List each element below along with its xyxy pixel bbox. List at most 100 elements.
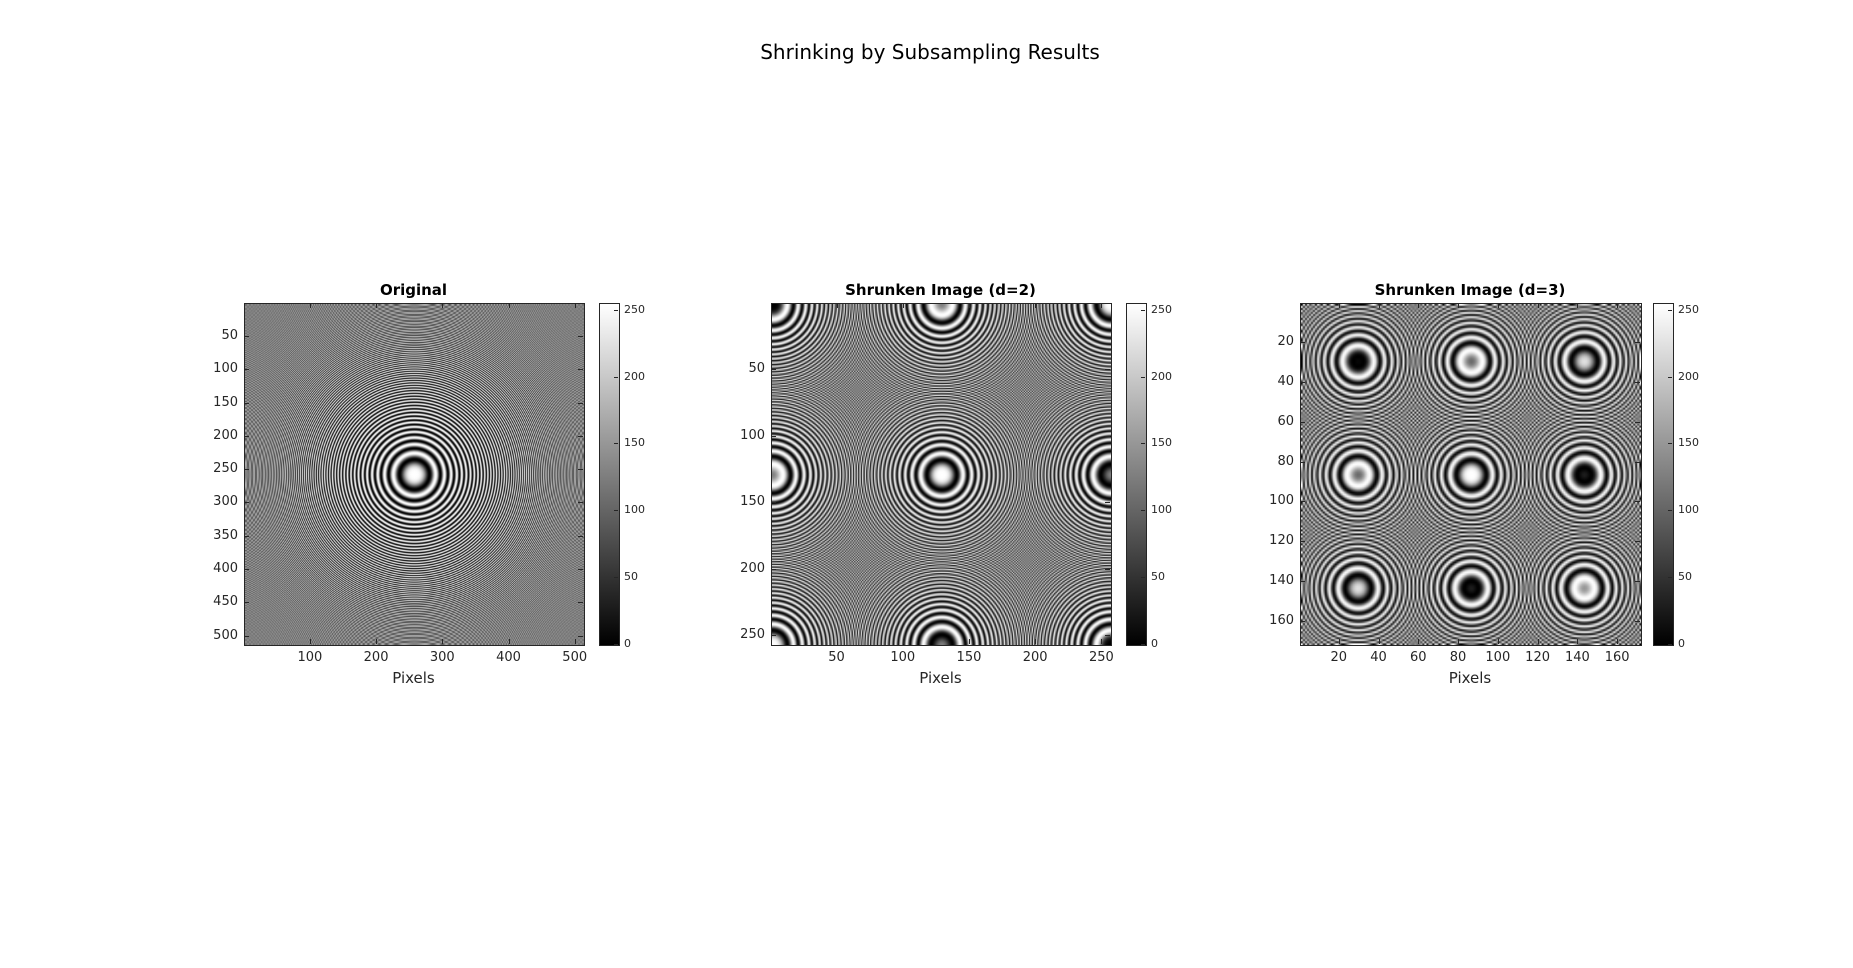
panel-3-xtick-mark-top [1338, 303, 1340, 308]
panel-2-ytick-mark [771, 568, 776, 570]
panel-2-ytick-mark-right [1105, 635, 1110, 637]
panel-1-ytick-mark [244, 435, 249, 437]
figure-title: Shrinking by Subsampling Results [760, 40, 1100, 64]
panel-3-image [1300, 303, 1642, 646]
panel-1-colorbar-tick-mark [614, 443, 618, 445]
panel-1-ytick-mark [244, 335, 249, 337]
panel-1-xtick-label: 500 [562, 650, 588, 665]
panel-1-ytick-label: 400 [213, 561, 238, 577]
panel-2-ytick-mark [771, 368, 776, 370]
panel-3-colorbar-tick-label: 250 [1678, 302, 1699, 316]
panel-3-ytick-mark-right [1635, 421, 1640, 423]
panel-1-colorbar-tick-mark [614, 510, 618, 512]
panel-3-zone-plate-canvas [1301, 304, 1641, 645]
panel-2-image [771, 303, 1112, 646]
panel-1-xtick-mark-top [309, 303, 311, 308]
panel-3-ytick-mark-right [1635, 461, 1640, 463]
panel-1-ytick-mark-right [578, 635, 583, 637]
panel-1-ytick-mark [244, 535, 249, 537]
panel-1-colorbar-tick-label: 200 [624, 369, 645, 383]
panel-2-xtick-mark [902, 639, 904, 644]
panel-1-ytick-mark [244, 635, 249, 637]
panel-3-ytick-mark [1300, 541, 1305, 543]
panel-2-xtick-mark [1101, 639, 1103, 644]
panel-3-ytick-mark-right [1635, 501, 1640, 503]
panel-1-xtick-mark [442, 639, 444, 644]
panel-1-colorbar-tick-label: 150 [624, 436, 645, 450]
panel-3-xtick-mark-top [1537, 303, 1539, 308]
panel-3-colorbar-tick-mark [1668, 376, 1672, 378]
panel-3-colorbar-tick-mark [1668, 309, 1672, 311]
panel-3-ytick-label: 60 [1277, 413, 1294, 429]
panel-3-xtick-mark [1537, 639, 1539, 644]
panel-3-xlabel: Pixels [1448, 669, 1492, 687]
panel-1-image [244, 303, 585, 646]
panel-2-xtick-mark [1035, 639, 1037, 644]
panel-3-title: Shrunken Image (d=3) [1374, 281, 1566, 299]
panel-1-ytick-label: 500 [213, 627, 238, 643]
panel-2-xtick-mark-top [1035, 303, 1037, 308]
panel-2-ytick-label: 250 [740, 627, 765, 643]
panel-3-xtick-mark-top [1418, 303, 1420, 308]
panel-1-xtick-label: 400 [496, 650, 521, 665]
panel-3-xtick-mark [1418, 639, 1420, 644]
panel-2-colorbar-tick-label: 150 [1151, 436, 1172, 450]
panel-1-xtick-mark-top [508, 303, 510, 308]
panel-3-xtick-mark [1497, 639, 1499, 644]
panel-1-ytick-label: 150 [213, 394, 238, 410]
panel-2-colorbar-tick-mark [1141, 510, 1145, 512]
panel-1-ytick-mark-right [578, 502, 583, 504]
panel-3-xtick-label: 80 [1449, 650, 1467, 665]
panel-2-colorbar-tick-label: 250 [1151, 302, 1172, 316]
panel-3-xtick-mark [1378, 639, 1380, 644]
panel-3-ytick-mark-right [1635, 541, 1640, 543]
panel-2-ytick-mark-right [1105, 502, 1110, 504]
panel-3-xtick-label: 40 [1370, 650, 1387, 665]
panel-3-colorbar-tick-mark [1668, 443, 1672, 445]
panel-2-xtick-mark-top [836, 303, 838, 308]
panel-2-xtick-mark-top [902, 303, 904, 308]
panel-3-xtick-label: 60 [1410, 650, 1427, 665]
panel-1-xtick-label: 100 [297, 650, 323, 665]
panel-3-ytick-mark [1300, 381, 1305, 383]
panel-2-ytick-mark [771, 435, 776, 437]
panel-3-xtick-label: 100 [1485, 650, 1511, 665]
panel-3-xtick-mark-top [1378, 303, 1380, 308]
panel-2-colorbar-tick-label: 0 [1151, 637, 1158, 650]
panel-1-colorbar-tick-label: 50 [624, 570, 638, 584]
panel-1-ytick-label: 200 [213, 427, 238, 443]
panel-2-xtick-label: 150 [956, 650, 982, 665]
panel-2-xtick-label: 50 [828, 650, 845, 665]
panel-1-xtick-mark-top [574, 303, 576, 308]
panel-3-colorbar-tick-label: 100 [1678, 503, 1699, 517]
panel-3-colorbar-tick-label: 50 [1678, 570, 1692, 584]
panel-2-ytick-mark [771, 502, 776, 504]
panel-3-xtick-mark-top [1617, 303, 1619, 308]
panel-3-colorbar-tick-mark [1668, 510, 1672, 512]
panel-3-ytick-label: 40 [1277, 373, 1294, 389]
panel-1-xtick-mark-top [376, 303, 378, 308]
panel-3-ytick-label: 20 [1277, 333, 1294, 349]
panel-2-xlabel: Pixels [919, 669, 962, 687]
panel-1-ytick-label: 100 [213, 361, 238, 377]
panel-1-xtick-mark [508, 639, 510, 644]
panel-3-ytick-mark [1300, 421, 1305, 423]
panel-3-ytick-mark [1300, 621, 1305, 623]
panel-3-ytick-mark [1300, 501, 1305, 503]
panel-1-ytick-mark [244, 602, 249, 604]
panel-3-xtick-label: 120 [1525, 650, 1550, 665]
panel-1-zone-plate-canvas [245, 304, 584, 645]
panel-3-colorbar-tick-label: 150 [1678, 436, 1699, 450]
panel-3-xtick-mark [1577, 639, 1579, 644]
panel-2-ytick-label: 150 [740, 494, 765, 510]
panel-1-ytick-mark-right [578, 469, 583, 471]
panel-3-xtick-mark-top [1458, 303, 1460, 308]
panel-3-ytick-mark [1300, 581, 1305, 583]
panel-1-ytick-mark-right [578, 402, 583, 404]
panel-3-ytick-mark-right [1635, 621, 1640, 623]
panel-2-colorbar [1126, 303, 1147, 646]
panel-1-colorbar-tick-mark [614, 644, 618, 645]
panel-1-ytick-mark [244, 502, 249, 504]
panel-2-xtick-mark-top [1101, 303, 1103, 308]
panel-3-xtick-mark [1458, 639, 1460, 644]
